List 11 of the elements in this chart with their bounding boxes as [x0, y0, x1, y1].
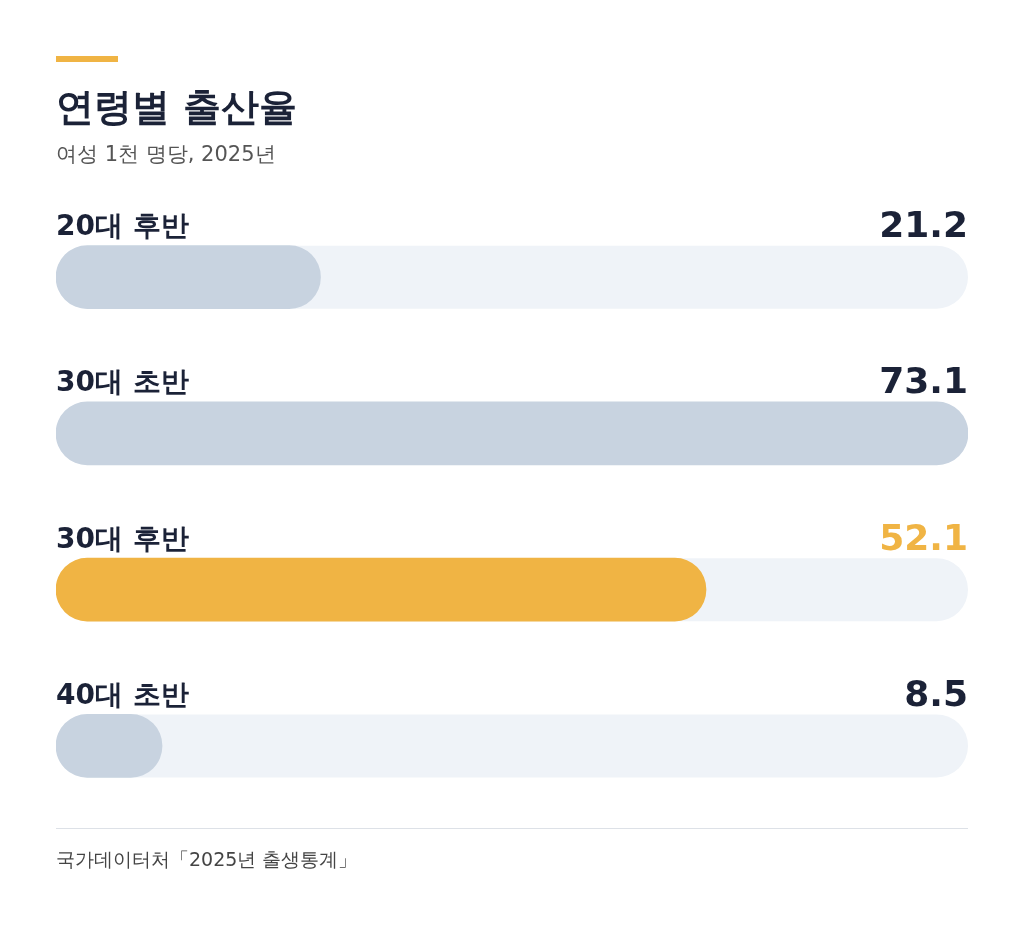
- data-label: 21.2: [879, 204, 968, 246]
- text: 국가데이터처「2025년 출생통계」: [56, 847, 358, 872]
- chart-subtitle: 여성 1천 명당, 2025년: [56, 141, 276, 168]
- chart-title: 연령별 출산율: [56, 84, 298, 131]
- data-label: 73.1: [879, 360, 968, 402]
- data-label: 52.1: [879, 516, 968, 558]
- y-tick-label: 40대 초반: [56, 677, 189, 711]
- data-label: 8.5: [904, 672, 968, 714]
- y-tick-label: 30대 초반: [56, 365, 189, 399]
- y-tick-label: 30대 후반: [56, 521, 189, 555]
- y-tick-label: 20대 후반: [56, 209, 189, 243]
